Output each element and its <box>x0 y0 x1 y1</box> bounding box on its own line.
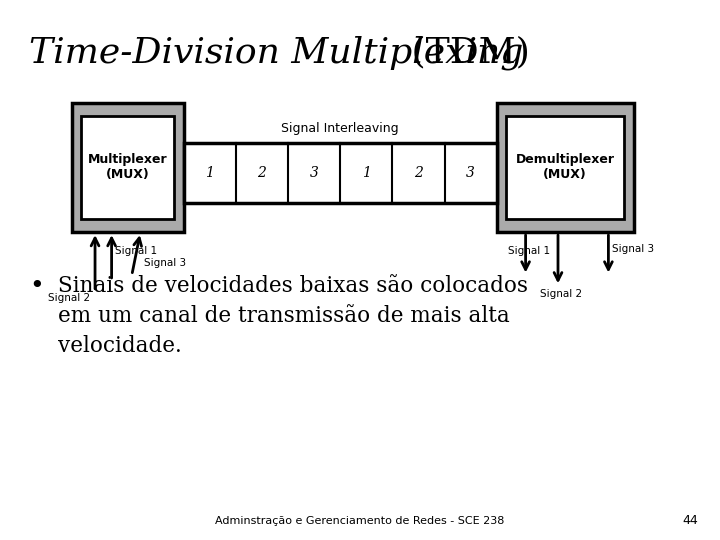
Text: 2: 2 <box>258 166 266 180</box>
Text: Time-Division Multiplexing: Time-Division Multiplexing <box>29 35 523 70</box>
Text: (TDM): (TDM) <box>400 35 529 69</box>
Text: Adminstração e Gerenciamento de Redes - SCE 238: Adminstração e Gerenciamento de Redes - … <box>215 516 505 526</box>
Bar <box>184 143 497 202</box>
Text: Signal 3: Signal 3 <box>612 244 654 254</box>
Text: Sinais de velocidades baixas são colocados
em um canal de transmissão de mais al: Sinais de velocidades baixas são colocad… <box>58 275 528 357</box>
Text: Signal Interleaving: Signal Interleaving <box>282 122 399 135</box>
Text: Multiplexer
(MUX): Multiplexer (MUX) <box>88 153 168 181</box>
Text: 3: 3 <box>310 166 318 180</box>
Bar <box>72 103 184 232</box>
Text: •: • <box>29 275 43 299</box>
Bar <box>81 116 174 219</box>
Text: 44: 44 <box>683 514 698 526</box>
Text: Demultiplexer
(MUX): Demultiplexer (MUX) <box>516 153 615 181</box>
Text: Signal 1: Signal 1 <box>508 246 550 256</box>
Text: 1: 1 <box>362 166 371 180</box>
Text: 2: 2 <box>414 166 423 180</box>
Bar <box>497 103 634 232</box>
Text: Signal 1: Signal 1 <box>115 246 158 256</box>
Bar <box>506 116 624 219</box>
Text: 3: 3 <box>467 166 475 180</box>
Text: Signal 2: Signal 2 <box>540 289 582 299</box>
Text: 1: 1 <box>205 166 214 180</box>
Text: Signal 2: Signal 2 <box>48 293 91 303</box>
Text: Signal 3: Signal 3 <box>144 258 186 268</box>
